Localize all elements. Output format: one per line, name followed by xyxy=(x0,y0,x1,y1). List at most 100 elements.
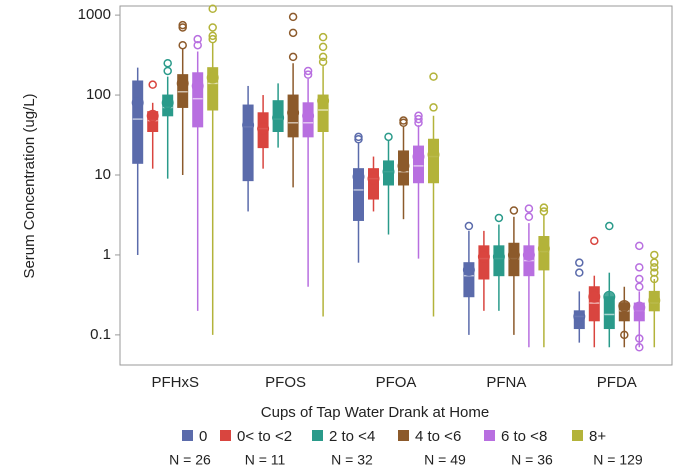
mean-marker xyxy=(603,290,616,303)
outlier xyxy=(650,258,659,267)
box xyxy=(353,168,364,221)
box xyxy=(132,80,144,164)
mean-marker xyxy=(492,250,505,263)
outlier xyxy=(635,343,644,352)
outlier xyxy=(524,204,534,213)
mean-marker xyxy=(382,165,395,178)
outlier xyxy=(208,23,217,32)
outlier xyxy=(178,40,187,50)
legend-label: 0< to <2 xyxy=(237,428,292,445)
mean-marker xyxy=(176,77,189,90)
box xyxy=(463,262,475,298)
y-tick-label: 0.1 xyxy=(90,326,111,343)
outlier xyxy=(590,236,599,246)
outlier xyxy=(620,330,629,340)
mean-marker xyxy=(367,172,380,185)
outlier xyxy=(288,52,298,62)
outlier xyxy=(384,132,393,142)
outlier xyxy=(318,32,328,42)
outlier xyxy=(635,282,644,292)
mean-marker xyxy=(191,79,204,92)
outlier xyxy=(318,52,328,62)
mean-marker xyxy=(272,111,285,124)
mean-marker xyxy=(161,96,174,109)
x-tick-label: PFHxS xyxy=(151,374,199,391)
outlier xyxy=(650,250,659,260)
y-axis-label: Serum Concentration (ug/L) xyxy=(21,93,38,278)
outlier xyxy=(208,31,217,41)
mean-marker xyxy=(618,299,631,312)
outlier xyxy=(635,334,644,343)
mean-marker xyxy=(412,150,425,163)
mean-marker xyxy=(648,294,661,307)
outlier xyxy=(318,57,328,67)
y-tick-label: 1000 xyxy=(78,6,111,23)
legend-label: 0 xyxy=(199,428,207,445)
outlier xyxy=(650,263,659,272)
outlier xyxy=(193,34,202,44)
x-tick-label: PFOS xyxy=(265,374,306,391)
mean-marker xyxy=(588,290,601,303)
outlier xyxy=(208,34,217,44)
outlier xyxy=(399,116,408,125)
outlier xyxy=(163,66,172,76)
mean-marker xyxy=(302,109,315,122)
outlier xyxy=(163,58,172,68)
mean-marker xyxy=(257,122,270,135)
mean-marker xyxy=(462,263,475,276)
x-tick-label: PFOA xyxy=(376,374,417,391)
legend-swatch xyxy=(572,430,583,441)
mean-marker xyxy=(477,250,490,263)
legend-swatch xyxy=(220,430,231,441)
legend-swatch xyxy=(182,430,193,441)
legend-note: N = 129 xyxy=(593,452,643,468)
mean-marker xyxy=(146,109,159,122)
outlier xyxy=(288,28,298,38)
outlier xyxy=(303,70,313,79)
mean-marker xyxy=(522,248,535,261)
legend-swatch xyxy=(312,430,323,441)
legend-note: N = 26 xyxy=(169,452,211,468)
outlier xyxy=(303,66,313,76)
legend-note: N = 32 xyxy=(331,452,373,468)
outlier xyxy=(635,263,644,272)
outlier xyxy=(635,241,644,251)
legend-note: N = 49 xyxy=(424,452,466,468)
box xyxy=(413,145,424,184)
outlier xyxy=(539,207,549,216)
outlier xyxy=(575,258,584,267)
outlier xyxy=(318,42,328,52)
outlier xyxy=(414,114,423,124)
mean-marker xyxy=(633,301,646,314)
y-tick-label: 10 xyxy=(94,166,111,183)
mean-marker xyxy=(131,96,144,109)
legend-swatch xyxy=(398,430,409,441)
outlier xyxy=(650,268,659,277)
box xyxy=(242,104,254,182)
box xyxy=(207,67,219,111)
legend-label: 6 to <8 xyxy=(501,428,547,445)
mean-marker xyxy=(573,310,586,323)
legend-title: Cups of Tap Water Drank at Home xyxy=(261,404,489,421)
outlier xyxy=(509,206,519,215)
mean-marker xyxy=(317,94,330,107)
plot-frame xyxy=(119,5,673,366)
outlier xyxy=(429,72,438,81)
box xyxy=(192,72,204,128)
mean-marker xyxy=(397,159,410,172)
outlier xyxy=(575,268,584,277)
outlier xyxy=(288,12,298,22)
x-tick-label: PFNA xyxy=(486,374,526,391)
x-tick-label: PFDA xyxy=(597,374,637,391)
mean-marker xyxy=(427,148,440,161)
outlier xyxy=(414,111,423,121)
outlier xyxy=(635,274,644,284)
outlier xyxy=(539,203,549,212)
outlier xyxy=(429,103,438,112)
y-tick-label: 100 xyxy=(86,86,111,103)
mean-marker xyxy=(287,106,300,119)
outlier xyxy=(605,221,614,231)
legend-swatch xyxy=(484,430,495,441)
mean-marker xyxy=(507,248,520,261)
